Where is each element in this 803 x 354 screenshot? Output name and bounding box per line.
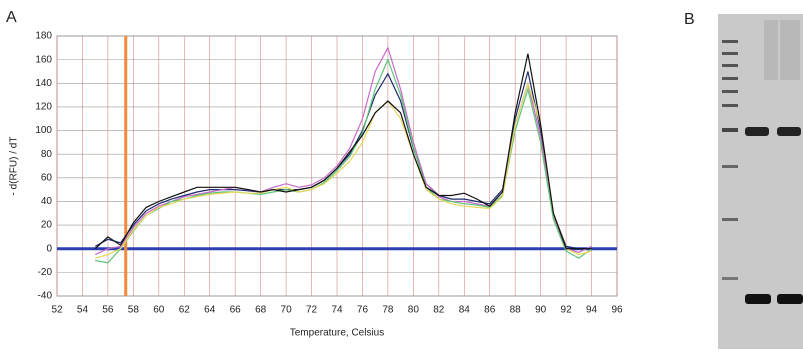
x-tick-label: 94: [586, 305, 598, 316]
x-tick-label: 62: [179, 305, 191, 316]
x-tick-label: 72: [306, 305, 318, 316]
y-tick-label: 160: [35, 54, 52, 65]
x-tick-label: 74: [331, 305, 343, 316]
x-tick-label: 52: [51, 305, 63, 316]
x-tick-label: 68: [255, 305, 267, 316]
y-tick-label: 120: [35, 102, 52, 113]
y-tick-label: 20: [41, 220, 53, 231]
y-tick-label: 60: [41, 172, 53, 183]
x-tick-label: 90: [535, 305, 547, 316]
panel-label: A: [6, 9, 17, 26]
y-axis-label: - d(RFU) / dT: [9, 137, 20, 196]
panel-label: B: [684, 11, 695, 28]
x-tick-label: 80: [408, 305, 420, 316]
x-tick-label: 66: [230, 305, 242, 316]
y-tick-label: 0: [46, 243, 52, 254]
x-tick-label: 86: [484, 305, 496, 316]
y-tick-label: -40: [38, 291, 53, 302]
y-tick-label: 140: [35, 78, 52, 89]
x-tick-label: 92: [561, 305, 573, 316]
x-tick-label: 56: [102, 305, 114, 316]
x-tick-label: 78: [382, 305, 394, 316]
y-tick-label: 40: [41, 196, 53, 207]
gel-image: [718, 14, 803, 349]
x-tick-label: 96: [611, 305, 623, 316]
y-tick-label: 180: [35, 31, 52, 42]
x-tick-label: 76: [357, 305, 369, 316]
y-tick-label: 100: [35, 125, 52, 136]
x-tick-label: 58: [128, 305, 140, 316]
x-axis-label: Temperature, Celsius: [290, 328, 384, 339]
x-tick-label: 70: [281, 305, 293, 316]
x-tick-label: 54: [77, 305, 89, 316]
x-tick-label: 82: [433, 305, 445, 316]
y-tick-label: -20: [38, 267, 53, 278]
x-tick-label: 64: [204, 305, 216, 316]
y-tick-label: 80: [41, 149, 53, 160]
figure: A B Temperature, Celsius - d(RFU) / dT 5…: [0, 0, 803, 349]
x-tick-label: 60: [153, 305, 165, 316]
x-tick-label: 84: [459, 305, 471, 316]
x-tick-label: 88: [510, 305, 522, 316]
